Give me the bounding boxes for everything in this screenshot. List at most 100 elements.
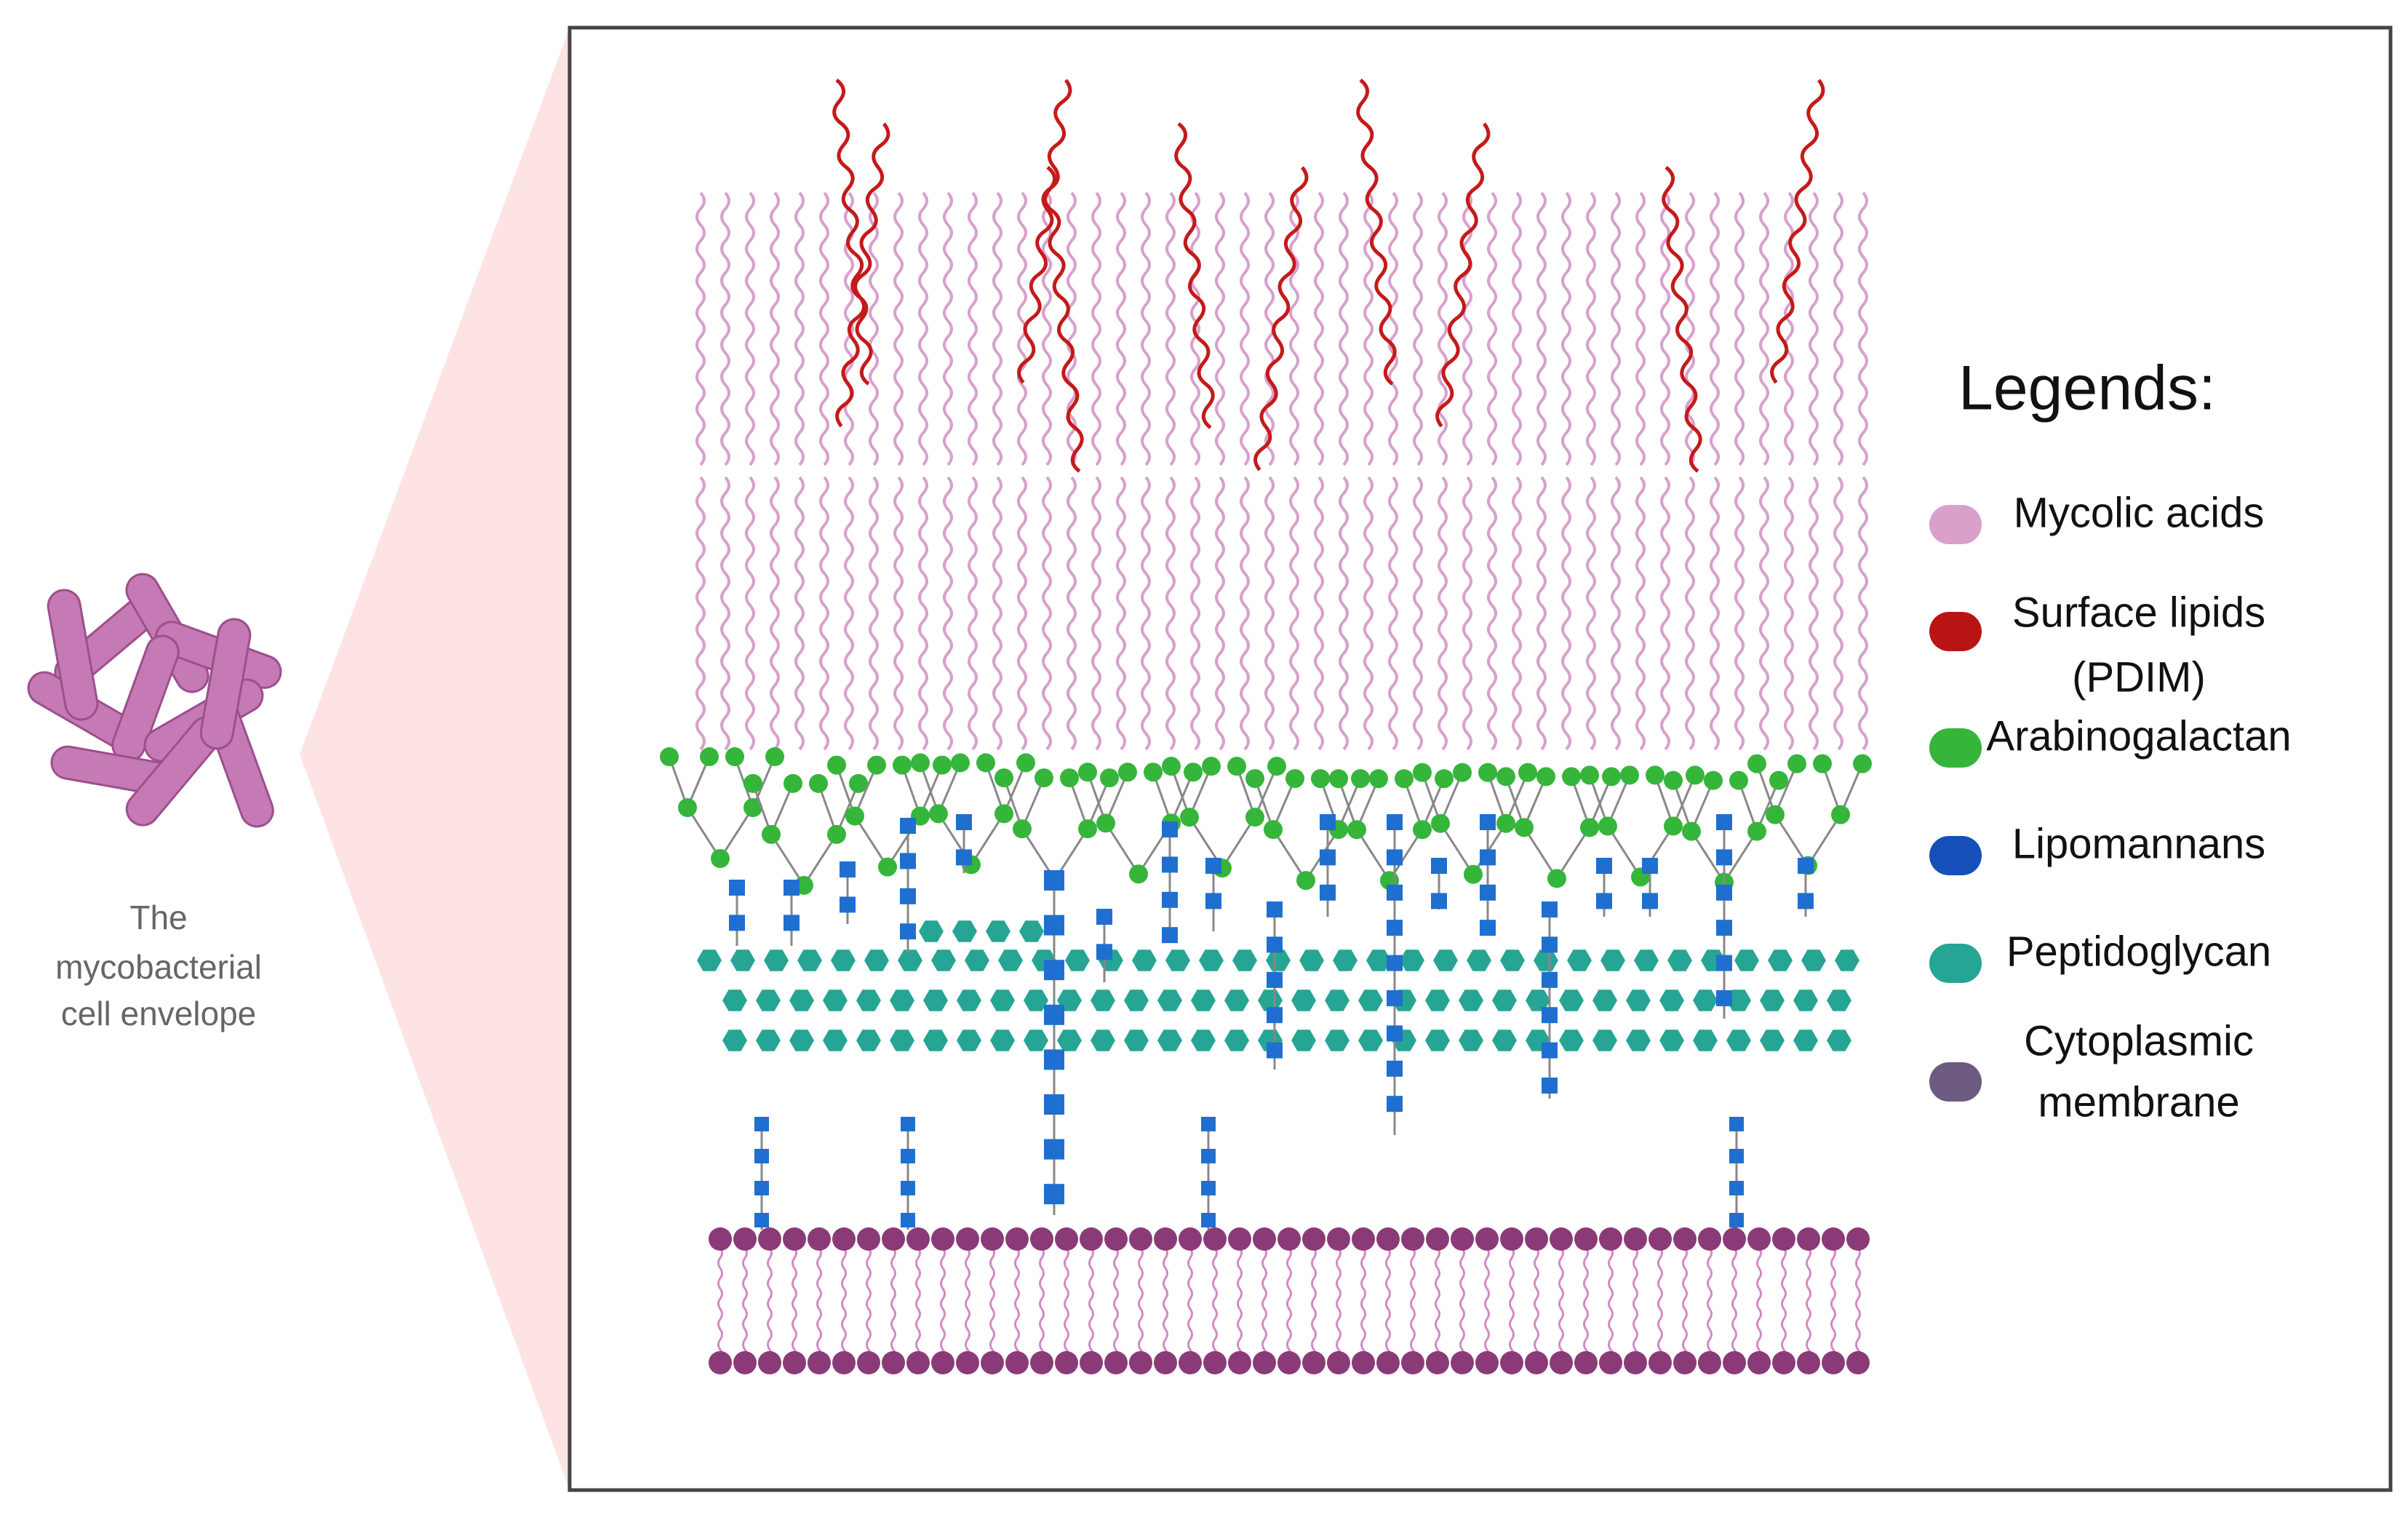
arabinogalactan-unit [1060,768,1079,788]
mycolic-acid [893,191,904,466]
lipid-head [1673,1351,1697,1374]
lipomannan-unit [1480,920,1496,936]
peptidoglycan-unit [1534,949,1558,971]
lipomannan-unit [1044,1049,1064,1070]
legend-label: Lipomannans [2012,820,2265,867]
mycolic-acid [1512,476,1522,751]
arabinogalactan-unit [951,753,970,773]
arabinogalactan-unit [1264,820,1283,840]
arabinogalactan-unit [1435,769,1454,789]
arabinogalactan-unit [1162,757,1181,776]
lipid-tail [1855,1247,1861,1361]
peptidoglycan-unit [1024,1030,1048,1051]
arabinogalactan-unit [1431,813,1450,833]
lipid-head [1179,1351,1202,1374]
lipid-tail [1039,1247,1045,1361]
mycolic-acid [1635,476,1646,751]
surface-lipid [832,79,873,386]
mycolic-acid [1635,191,1646,466]
arabinogalactan-unit [1747,754,1766,773]
lipid-tail [1756,1247,1762,1361]
mycolic-acid [1536,191,1547,466]
peptidoglycan-unit [890,1030,914,1051]
peptidoglycan-unit [1425,1030,1450,1051]
mycolic-acid [794,476,805,751]
branch [802,834,838,886]
peptidoglycan-unit [1500,949,1525,971]
lipid-head [1302,1227,1325,1251]
lipid-head [857,1227,880,1251]
lipomannan-unit [1716,955,1732,971]
legend-swatch [1929,1062,1982,1102]
arabinogalactan-unit [845,806,864,826]
lipomannan-unit [1542,1078,1558,1094]
arabinogalactan-unit [1245,769,1264,789]
mycolic-acid [1141,476,1151,751]
peptidoglycan-unit [1333,949,1358,971]
peptidoglycan-unit [1726,1030,1751,1051]
surface-lipid [835,122,890,428]
branch [1555,827,1591,880]
arabinogalactan-unit [1464,864,1483,884]
lipid-tail [1360,1247,1366,1361]
arabinogalactan-unit [929,804,948,824]
lipomannan-unit [754,1213,769,1227]
peptidoglycan-unit [1760,990,1785,1011]
mycolic-acid [1833,476,1843,751]
lipid-head [808,1351,831,1374]
branch [1472,822,1507,875]
lipomannan-unit [1480,849,1496,866]
lipomannan-unit [1320,884,1336,901]
arabinogalactan-unit [1227,757,1246,776]
lipid-head [981,1351,1004,1374]
lipomannan-unit [1431,858,1447,874]
arabinogalactan-unit [1518,763,1537,782]
arabinogalactan-unit [743,773,762,793]
lipomannan-unit [1044,870,1064,891]
arabinogalactan-unit [1078,819,1097,839]
lipid-tail [742,1247,748,1361]
lipid-head [1179,1227,1202,1251]
bacterium [47,589,99,721]
lipomannan-unit [900,818,916,834]
arabinogalactan-unit [809,773,828,793]
lipomannan-unit [1729,1213,1744,1227]
lipomannan-unit [840,896,856,913]
lipid-head [1846,1351,1870,1374]
arabinogalactan-unit [1034,768,1053,788]
arabinogalactan-unit [1351,769,1370,789]
lipid-head [1327,1227,1350,1251]
arabinogalactan-unit [725,747,744,767]
arabinogalactan-unit [1602,767,1621,787]
lipid-head [1698,1351,1721,1374]
peptidoglycan-unit [1693,1030,1718,1051]
peptidoglycan-unit [1291,1030,1316,1051]
lipomannan-unit [1044,1004,1064,1025]
lipomannan-unit [1267,971,1283,988]
mycolic-acid [992,191,1002,466]
lipomannan-unit [1387,849,1403,866]
envelope-illustration [660,79,1872,1374]
lipomannan-unit [1096,909,1112,925]
branch [1806,813,1842,867]
lipid-tail [1088,1247,1094,1361]
mycolic-acid [1611,476,1621,751]
mycolic-acid [992,476,1002,751]
lipid-head [1104,1351,1128,1374]
arabinogalactan-unit [994,804,1013,824]
lipomannan-unit [1044,1184,1064,1205]
mycolic-acid [1438,476,1448,751]
arabinogalactan-unit [1453,763,1472,782]
arabinogalactan-unit [762,824,781,844]
lipomannan-unit [784,915,800,931]
peptidoglycan-unit [1325,1030,1349,1051]
peptidoglycan-unit [1459,990,1483,1011]
mycolic-acid [869,476,879,751]
lipid-head [1500,1227,1523,1251]
mycolic-acid [1710,476,1720,751]
arabinogalactan-unit [1831,805,1850,824]
arabinogalactan-unit [1682,821,1701,841]
mycolic-acid [1809,191,1819,466]
lipid-head [1203,1351,1227,1374]
surface-lipid [1356,79,1397,386]
